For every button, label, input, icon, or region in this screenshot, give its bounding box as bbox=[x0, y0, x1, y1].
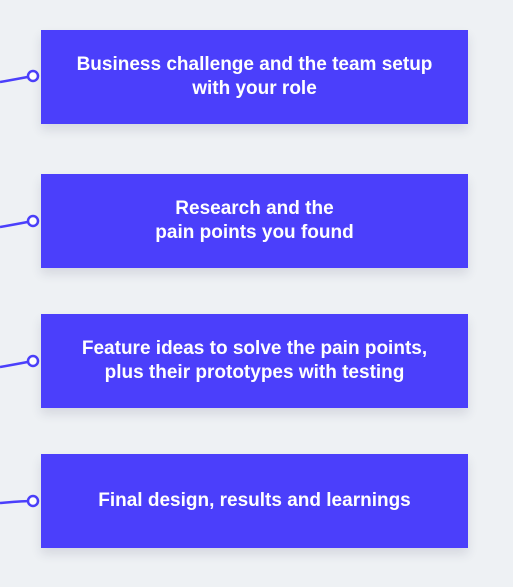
step-card-final-design: Final design, results and learnings bbox=[41, 454, 468, 548]
step-card-text: Business challenge and the team setup wi… bbox=[76, 54, 433, 99]
connector-node-4 bbox=[26, 494, 40, 508]
connector-node-3 bbox=[26, 354, 40, 368]
connector-3 bbox=[0, 354, 40, 369]
connector-node-2 bbox=[26, 214, 40, 228]
step-card-research: Research and the pain points you found bbox=[41, 174, 468, 268]
connector-node-1 bbox=[26, 69, 40, 83]
connector-1 bbox=[0, 69, 40, 84]
step-card-text: Final design, results and learnings bbox=[98, 490, 411, 511]
connector-4 bbox=[0, 494, 40, 508]
connector-2 bbox=[0, 214, 40, 229]
step-card-feature-ideas: Feature ideas to solve the pain points, … bbox=[41, 314, 468, 408]
step-card-text: Research and the pain points you found bbox=[155, 198, 354, 243]
step-card-text: Feature ideas to solve the pain points, … bbox=[81, 338, 428, 383]
step-card-business-challenge: Business challenge and the team setup wi… bbox=[41, 30, 468, 124]
